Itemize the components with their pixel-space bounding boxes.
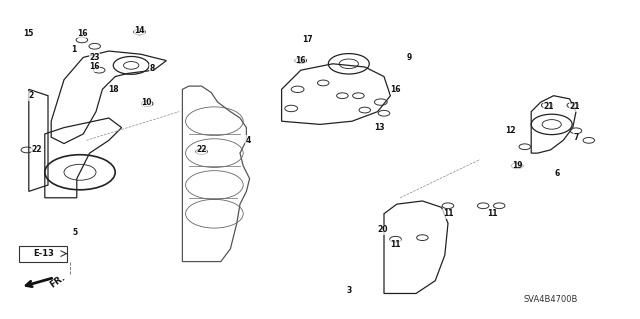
Text: 23: 23 <box>90 53 100 62</box>
Text: SVA4B4700B: SVA4B4700B <box>524 295 577 304</box>
Text: 16: 16 <box>390 85 401 94</box>
Text: 12: 12 <box>505 126 515 135</box>
Text: 13: 13 <box>374 123 385 132</box>
Text: 14: 14 <box>134 26 145 35</box>
Text: 16: 16 <box>90 63 100 71</box>
Text: 11: 11 <box>390 240 401 249</box>
Text: 1: 1 <box>71 45 76 54</box>
Text: 19: 19 <box>512 161 522 170</box>
Text: 5: 5 <box>73 228 78 237</box>
Text: 9: 9 <box>407 53 412 62</box>
Text: 16: 16 <box>296 56 306 65</box>
Text: 6: 6 <box>554 169 559 178</box>
Text: 7: 7 <box>573 133 579 142</box>
Text: 4: 4 <box>246 136 251 145</box>
Text: 22: 22 <box>196 145 207 154</box>
Text: 20: 20 <box>378 225 388 234</box>
Text: FR.: FR. <box>48 273 67 290</box>
Text: 22: 22 <box>32 145 42 154</box>
Text: 10: 10 <box>141 98 151 107</box>
Text: 11: 11 <box>443 209 453 218</box>
Text: 18: 18 <box>109 85 119 94</box>
Text: 11: 11 <box>488 209 498 218</box>
Text: 3: 3 <box>346 286 351 295</box>
Text: 16: 16 <box>77 29 87 38</box>
Text: 17: 17 <box>302 35 312 44</box>
Text: 21: 21 <box>544 102 554 111</box>
Text: 15: 15 <box>24 29 34 38</box>
Text: 8: 8 <box>150 64 155 73</box>
Text: 21: 21 <box>570 102 580 111</box>
Text: E-13: E-13 <box>33 249 54 258</box>
Text: 2: 2 <box>28 91 33 100</box>
